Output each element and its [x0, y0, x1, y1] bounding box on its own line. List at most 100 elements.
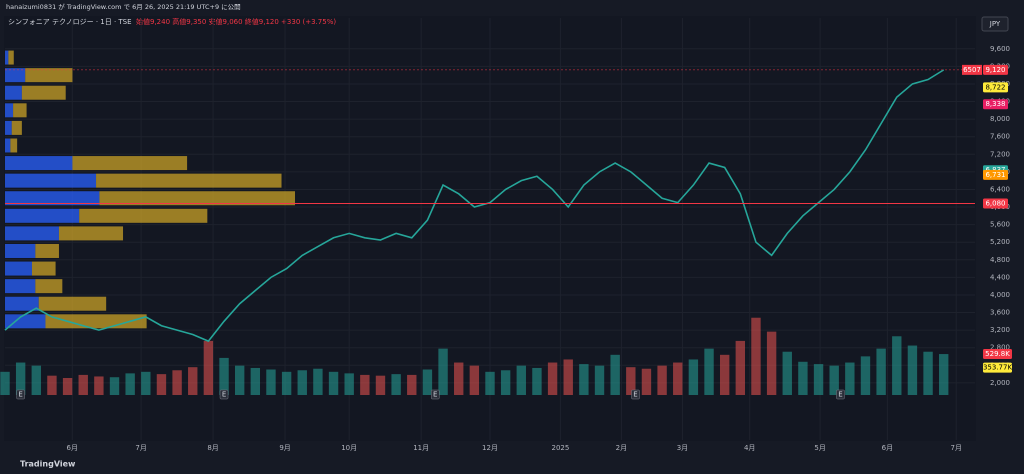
volume-bar: [281, 371, 292, 395]
y-tick-label: 4,800: [990, 256, 1010, 264]
price-badge: [983, 82, 1008, 93]
currency: JPY: [989, 20, 1001, 28]
x-tick-label: 2月: [616, 444, 627, 452]
volume-bar: [813, 364, 824, 395]
price-badge-label: 6,080: [985, 200, 1005, 208]
x-tick-label: 3月: [677, 444, 688, 452]
y-tick-label: 5,600: [990, 221, 1010, 229]
volume-badge-label: 529.8K: [985, 350, 1010, 358]
x-tick-label: 10月: [341, 444, 357, 452]
profile-up: [5, 120, 12, 135]
price-badge: [983, 99, 1008, 110]
volume-bar: [610, 354, 620, 395]
volume-bar: [719, 354, 730, 395]
x-tick-label: 12月: [482, 444, 498, 452]
profile-down: [45, 314, 147, 329]
volume-bar: [0, 371, 10, 395]
profile-up: [5, 208, 80, 223]
volume-bar: [15, 362, 26, 395]
ohlc: 始値9,240 高値9,350 安値9,060 終値9,120 +330 (+3…: [136, 17, 336, 26]
volume-bar: [688, 359, 699, 395]
currency-box[interactable]: [981, 16, 1009, 32]
volume-bar: [673, 362, 683, 395]
profile-down: [35, 279, 63, 294]
event-label: E: [633, 391, 637, 399]
volume-bar: [328, 371, 339, 395]
volume-bar: [766, 331, 777, 395]
volume-bar: [845, 362, 855, 395]
volume-bar: [234, 365, 245, 395]
volume-bar: [94, 376, 104, 395]
x-tick-label: 8月: [207, 444, 218, 452]
volume-badge: [983, 349, 1012, 360]
event-marker: [836, 389, 845, 400]
x-tick-label: 11月: [413, 444, 429, 452]
profile-down: [38, 296, 107, 311]
profile-down: [72, 156, 188, 171]
price-badge: [983, 64, 1008, 75]
volume-bar: [907, 345, 918, 395]
profile-up: [5, 173, 97, 188]
event-label: E: [433, 391, 437, 399]
volume-bar: [485, 371, 495, 395]
volume-bar: [704, 348, 714, 395]
volume-bar: [78, 374, 88, 395]
y-tick-label: 7,600: [990, 133, 1010, 141]
y-tick-label: 3,600: [990, 309, 1010, 317]
x-tick-label: 9月: [279, 444, 290, 452]
profile-down: [96, 173, 282, 188]
y-tick-label: 8,000: [990, 115, 1010, 123]
volume-bar: [751, 317, 761, 395]
volume-bar: [829, 365, 839, 395]
price-badge-label: 9,120: [985, 66, 1005, 74]
x-tick-label: 6月: [67, 444, 78, 452]
profile-up: [5, 68, 26, 83]
plot: 2,0002,4002,8003,2003,6004,0004,4004,800…: [0, 18, 1012, 452]
price-badge-label: 8,722: [985, 83, 1005, 91]
profile-up: [5, 191, 100, 206]
volume-bar: [735, 340, 746, 395]
symbol: シンフォニア テクノロジー · 1日 · TSE: [8, 18, 132, 26]
profile-up: [5, 138, 11, 153]
profile-up: [5, 279, 36, 294]
volume-bar: [579, 364, 589, 395]
volume-bar: [798, 361, 808, 395]
profile-up: [5, 156, 73, 171]
y-tick-label: 7,200: [990, 150, 1010, 158]
profile-down: [25, 68, 73, 83]
y-tick-label: 4,400: [990, 273, 1010, 281]
volume-bar: [641, 368, 652, 395]
volume-bar: [438, 348, 448, 395]
y-tick-label: 2,000: [990, 379, 1010, 387]
profile-up: [5, 103, 14, 118]
volume-bar: [313, 368, 323, 395]
y-tick-label: 6,400: [990, 185, 1010, 193]
profile-down: [99, 191, 295, 206]
volume-bar: [141, 371, 151, 395]
volume-bar: [360, 374, 370, 395]
volume-bar: [626, 367, 636, 395]
price-badge: [983, 198, 1008, 209]
brand: TradingView: [20, 460, 76, 469]
price-badge-label: 8,338: [985, 100, 1005, 108]
volume-badge-label: 353.77K: [983, 364, 1012, 372]
price-badge: [983, 169, 1008, 180]
volume-bar: [203, 340, 214, 395]
profile-up: [5, 226, 59, 241]
volume-bar: [516, 365, 526, 395]
volume-bar: [876, 348, 886, 395]
volume-bar: [62, 378, 73, 395]
volume-bar: [109, 377, 120, 395]
x-tick-label: 5月: [814, 444, 825, 452]
publish-info: hanaizumi0831 が TradingView.com で 6月 26,…: [6, 2, 241, 11]
event-label: E: [838, 391, 842, 399]
y-tick-label: 4,000: [990, 291, 1010, 299]
volume-bar: [31, 365, 41, 395]
profile-down: [35, 243, 59, 258]
volume-bar: [594, 365, 605, 395]
y-tick-label: 2,800: [990, 344, 1010, 352]
event-label: E: [18, 391, 22, 399]
volume-bar: [344, 373, 354, 395]
volume-bar: [172, 370, 182, 395]
